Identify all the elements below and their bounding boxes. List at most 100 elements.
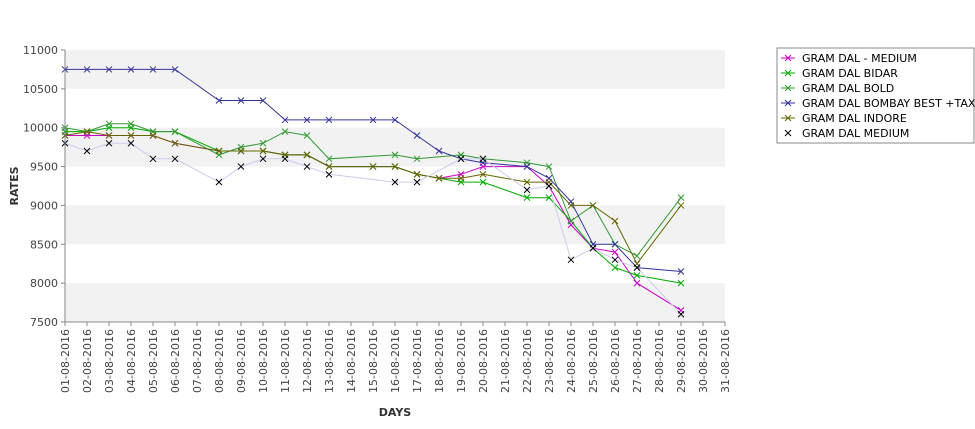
data-point-marker: [435, 147, 443, 155]
data-point-marker: [523, 178, 531, 186]
data-point-marker: [457, 174, 465, 182]
grid-bands: [65, 50, 725, 322]
data-point-marker: [325, 155, 333, 163]
data-point-marker: [149, 66, 157, 73]
data-point-marker: [611, 217, 619, 225]
legend-label: GRAM DAL - MEDIUM: [802, 52, 917, 65]
data-point-marker: [281, 128, 289, 135]
data-point-marker: [677, 279, 685, 287]
x-tick-label: 13-08-2016: [323, 329, 336, 393]
data-point-marker: [303, 151, 311, 159]
data-point-marker: [413, 178, 421, 186]
data-point-marker: [589, 202, 597, 209]
data-point-marker: [325, 163, 333, 170]
data-point-marker: [127, 120, 135, 128]
y-tick-label: 7500: [30, 316, 58, 329]
data-point-marker: [105, 139, 113, 147]
data-point-marker: [149, 132, 157, 139]
legend-swatch-marker: [784, 99, 792, 107]
x-tick-label: 22-08-2016: [521, 329, 534, 393]
data-point-marker: [369, 116, 377, 124]
data-point-marker: [215, 178, 223, 186]
data-point-marker: [127, 66, 135, 73]
data-point-marker: [391, 151, 399, 159]
x-tick-label: 16-08-2016: [389, 329, 402, 393]
grid-band: [65, 283, 725, 322]
data-point-marker: [589, 244, 597, 252]
x-tick-label: 11-08-2016: [279, 329, 292, 393]
data-point-marker: [83, 66, 91, 73]
x-tick-label: 03-08-2016: [103, 329, 116, 393]
data-point-marker: [127, 139, 135, 147]
data-point-marker: [677, 194, 685, 202]
data-point-marker: [171, 128, 179, 135]
x-tick-label: 04-08-2016: [125, 329, 138, 393]
data-point-marker: [457, 155, 465, 163]
x-tick-label: 14-08-2016: [345, 329, 358, 393]
data-point-marker: [259, 139, 267, 147]
x-tick-label: 31-08-2016: [719, 329, 732, 393]
data-point-marker: [633, 272, 641, 279]
y-tick-label: 9500: [30, 161, 58, 174]
data-point-marker: [567, 202, 575, 209]
data-point-marker: [325, 170, 333, 178]
legend-box: [776, 47, 975, 144]
data-point-marker: [325, 116, 333, 124]
legend: GRAM DAL - MEDIUM GRAM DAL BIDAR GRAM DAL …: [776, 47, 975, 144]
series-lines: [64, 68, 682, 315]
data-point-marker: [149, 155, 157, 163]
x-tick-label: 19-08-2016: [455, 329, 468, 393]
x-tick-label: 12-08-2016: [301, 329, 314, 393]
x-tick-label: 29-08-2016: [675, 329, 688, 393]
y-tick-label: 8500: [30, 238, 58, 251]
y-axis-title: RATES: [8, 166, 21, 205]
data-point-marker: [237, 97, 245, 104]
legend-swatch-marker: [784, 129, 792, 137]
data-point-marker: [677, 310, 685, 318]
x-tick-label: 25-08-2016: [587, 329, 600, 393]
x-tick-label: 17-08-2016: [411, 329, 424, 393]
data-point-marker: [611, 264, 619, 271]
x-tick-label: 28-08-2016: [653, 329, 666, 393]
data-point-marker: [259, 155, 267, 163]
data-point-marker: [413, 155, 421, 163]
y-tick-label: 8000: [30, 277, 58, 290]
data-point-marker: [611, 240, 619, 248]
data-point-marker: [413, 132, 421, 139]
data-point-marker: [677, 268, 685, 275]
data-point-marker: [171, 66, 179, 73]
data-point-marker: [523, 163, 531, 170]
x-tick-label: 18-08-2016: [433, 329, 446, 393]
data-point-marker: [237, 147, 245, 155]
x-tick-label: 27-08-2016: [631, 329, 644, 393]
x-tick-label: 10-08-2016: [257, 329, 270, 393]
data-point-marker: [611, 248, 619, 256]
x-tick-label: 01-08-2016: [59, 329, 72, 393]
legend-label: GRAM DAL MEDIUM: [802, 127, 909, 140]
y-tick-label: 11000: [23, 44, 58, 57]
grid-band: [65, 127, 725, 167]
data-point-marker: [171, 139, 179, 147]
data-point-marker: [523, 194, 531, 202]
data-point-marker: [677, 202, 685, 209]
data-point-marker: [281, 116, 289, 124]
data-point-marker: [479, 170, 487, 178]
legend-label: GRAM DAL INDORE: [802, 112, 907, 125]
data-point-marker: [633, 264, 641, 271]
data-point-marker: [83, 147, 91, 155]
data-point-marker: [545, 194, 553, 202]
grid-band: [65, 205, 725, 245]
x-axis-title: DAYS: [379, 406, 412, 419]
x-tick-label: 15-08-2016: [367, 329, 380, 393]
data-point-marker: [479, 155, 487, 163]
data-point-marker: [391, 116, 399, 124]
legend-label: GRAM DAL BOMBAY BEST +TAX: [802, 97, 975, 110]
x-tick-label: 24-08-2016: [565, 329, 578, 393]
data-point-marker: [545, 182, 553, 190]
data-point-marker: [105, 132, 113, 139]
axes: [61, 49, 726, 326]
y-tick-label: 9000: [30, 199, 58, 212]
y-tick-label: 10000: [23, 122, 58, 135]
x-tick-labels: 01-08-2016 02-08-2016 03-08-2016 04-08-2016…: [59, 329, 732, 393]
data-point-marker: [215, 97, 223, 104]
